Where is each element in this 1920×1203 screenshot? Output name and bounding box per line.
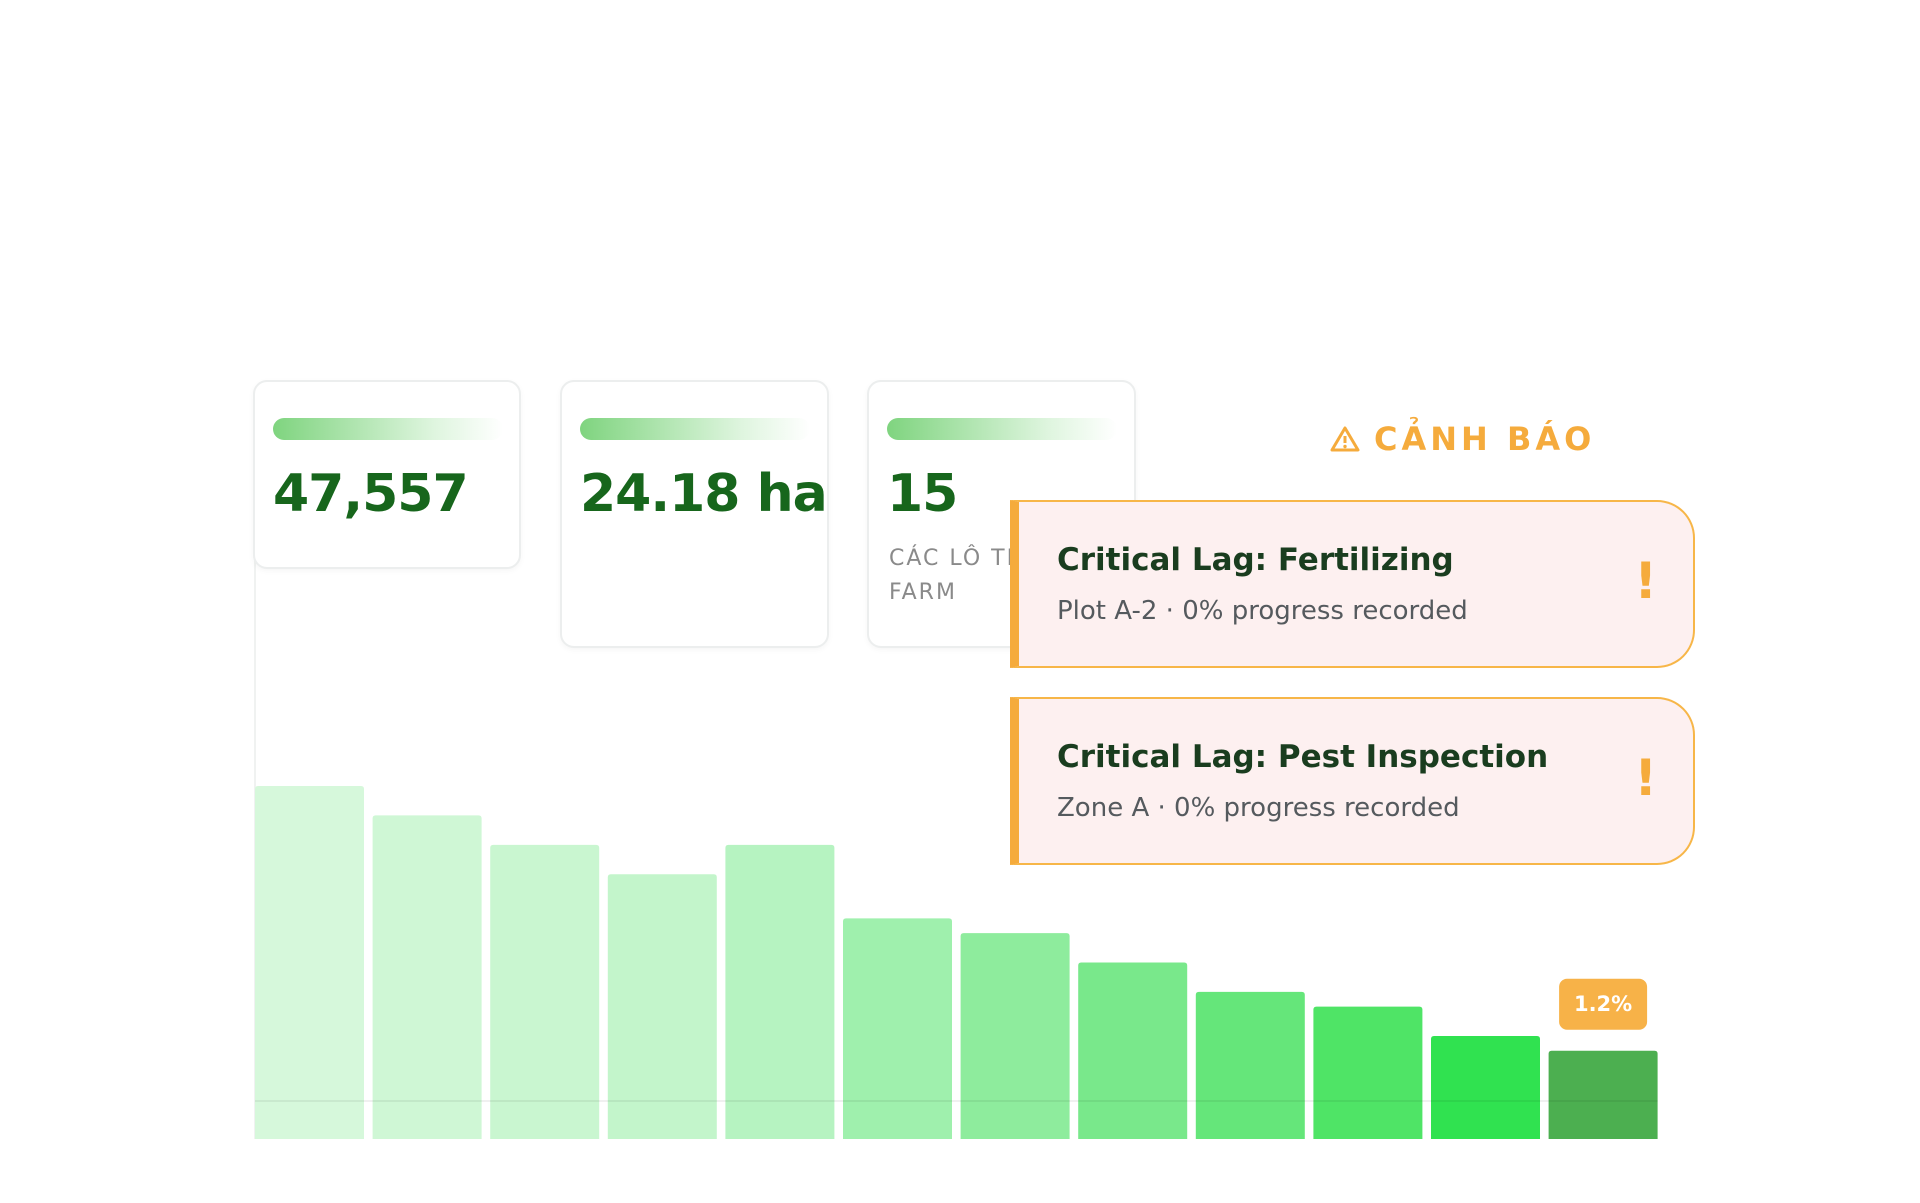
alert-title: Critical Lag: Pest Inspection (1057, 739, 1549, 775)
bar (1548, 1050, 1658, 1139)
bar (1313, 1006, 1423, 1139)
stat-card: 24.18 ha (560, 380, 829, 648)
bar (843, 918, 952, 1139)
alert-detail: Zone A · 0% progress recorded (1057, 793, 1460, 823)
bar (1195, 991, 1305, 1139)
alert-card[interactable]: Critical Lag: Fertilizing Plot A-2 · 0% … (1010, 500, 1695, 668)
bar (1431, 1036, 1540, 1139)
stat-value: 15 (887, 464, 958, 524)
alert-detail: Plot A-2 · 0% progress recorded (1057, 596, 1468, 626)
heading-text: CẢNH BÁO (1374, 420, 1596, 458)
bar (607, 874, 717, 1139)
stat-label: CÁC LÔ TR (889, 546, 1024, 571)
bar (490, 844, 600, 1139)
progress-bar (580, 418, 810, 440)
alerts-heading: CẢNH BÁO (1330, 420, 1595, 458)
bar (1078, 962, 1188, 1139)
stat-value: 24.18 ha (580, 464, 828, 524)
warning-icon (1330, 426, 1360, 452)
alert-title: Critical Lag: Fertilizing (1057, 542, 1454, 578)
value-label-bg (1559, 978, 1648, 1030)
alert-icon: ! (1634, 552, 1657, 610)
bar (960, 933, 1070, 1139)
alert-card[interactable]: Critical Lag: Pest Inspection Zone A · 0… (1010, 697, 1695, 865)
value-label: 1.2% (1574, 992, 1632, 1016)
bar (725, 844, 835, 1139)
bar (255, 786, 364, 1139)
progress-bar (273, 418, 503, 440)
alert-icon: ! (1634, 749, 1657, 807)
stat-label: FARM (889, 580, 957, 605)
stat-value: 47,557 (273, 464, 469, 524)
stat-card: 47,557 (253, 380, 521, 569)
bar (372, 815, 482, 1139)
progress-bar (887, 418, 1117, 440)
